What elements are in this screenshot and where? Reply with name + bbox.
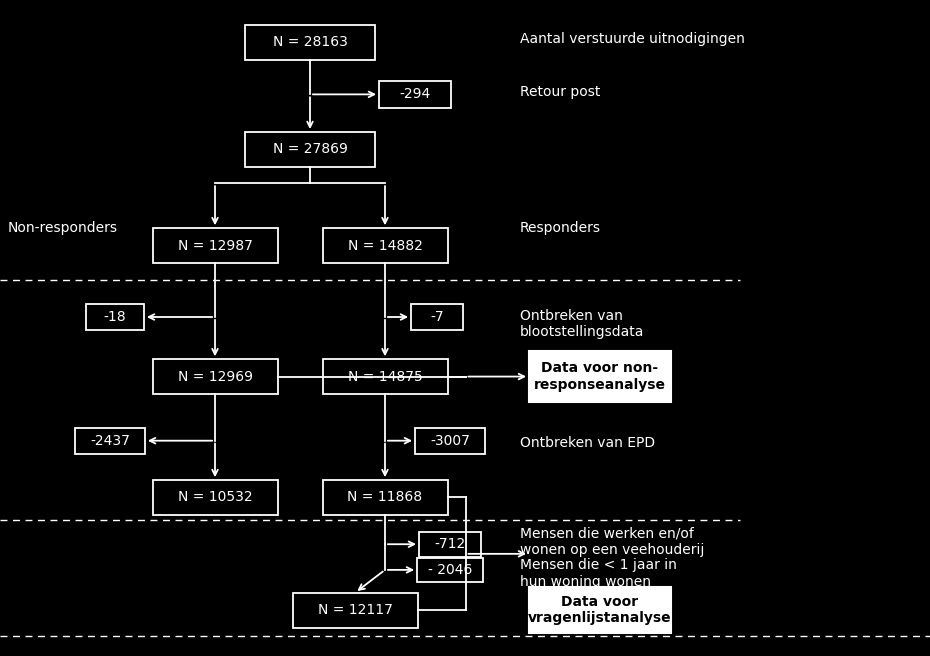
Text: Mensen die < 1 jaar in
hun woning wonen: Mensen die < 1 jaar in hun woning wonen	[520, 558, 677, 588]
Bar	[153, 228, 277, 263]
Bar	[153, 480, 277, 515]
Bar	[411, 304, 463, 330]
Text: Mensen die werken en/of
wonen op een veehouderij: Mensen die werken en/of wonen op een vee…	[520, 526, 704, 556]
Text: N = 12987: N = 12987	[178, 239, 252, 253]
Bar	[86, 304, 144, 330]
Text: N = 12117: N = 12117	[317, 603, 392, 617]
Text: N = 28163: N = 28163	[272, 35, 348, 49]
Bar	[323, 228, 447, 263]
Text: N = 14882: N = 14882	[348, 239, 422, 253]
Text: Data voor non-
responseanalyse: Data voor non- responseanalyse	[534, 361, 666, 392]
Bar	[75, 428, 145, 453]
Text: Retour post: Retour post	[520, 85, 601, 98]
Text: -18: -18	[103, 310, 126, 324]
Bar	[415, 428, 485, 453]
Bar	[379, 81, 451, 108]
Text: -7: -7	[431, 310, 444, 324]
Bar	[245, 25, 375, 60]
Text: N = 12969: N = 12969	[178, 369, 253, 384]
Bar	[529, 352, 671, 401]
Text: Non-responders: Non-responders	[8, 221, 118, 235]
Bar	[323, 359, 447, 394]
Text: Data voor
vragenlijstanalyse: Data voor vragenlijstanalyse	[528, 595, 671, 625]
Bar	[323, 480, 447, 515]
Text: - 2046: - 2046	[428, 563, 472, 577]
Text: -2437: -2437	[90, 434, 130, 447]
Bar	[153, 359, 277, 394]
Text: N = 27869: N = 27869	[272, 142, 348, 156]
Bar	[245, 132, 375, 167]
Bar	[417, 558, 483, 583]
Text: N = 11868: N = 11868	[348, 491, 422, 504]
Text: N = 10532: N = 10532	[178, 491, 252, 504]
Text: -712: -712	[434, 537, 466, 551]
Text: N = 14875: N = 14875	[348, 369, 422, 384]
Text: -294: -294	[399, 87, 431, 102]
Text: Ontbreken van EPD: Ontbreken van EPD	[520, 436, 655, 451]
Bar	[529, 587, 671, 633]
Bar	[419, 532, 481, 556]
Bar	[293, 593, 418, 628]
Text: Ontbreken van
blootstellingsdata: Ontbreken van blootstellingsdata	[520, 309, 644, 339]
Text: Responders: Responders	[520, 221, 601, 235]
Text: -3007: -3007	[430, 434, 470, 447]
Text: Aantal verstuurde uitnodigingen: Aantal verstuurde uitnodigingen	[520, 32, 745, 47]
